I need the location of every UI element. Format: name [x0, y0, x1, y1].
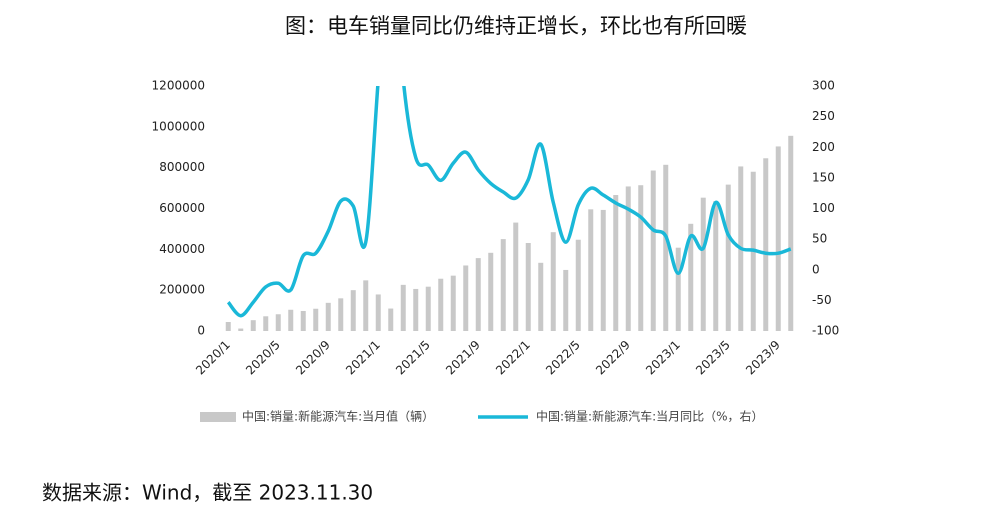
x-tick-label: 2022/1: [493, 338, 533, 378]
bar: [288, 309, 294, 331]
x-tick-label: 2020/9: [293, 338, 333, 378]
x-tick-label: 2021/1: [343, 338, 383, 378]
bar: [775, 146, 781, 331]
bar: [250, 320, 256, 331]
bar: [513, 222, 519, 331]
legend-swatch: [200, 412, 236, 422]
bar: [663, 164, 669, 331]
bar: [338, 298, 344, 331]
bar: [550, 232, 556, 331]
x-tick-label: 2023/9: [743, 338, 783, 378]
y2-tick-label: 0: [812, 262, 820, 276]
chart-title: 图：电车销量同比仍维持正增长，环比也有所回暖: [285, 14, 747, 38]
bar: [575, 239, 581, 331]
bar: [763, 158, 769, 331]
bar: [225, 322, 231, 331]
y2-tick-label: 250: [812, 109, 835, 123]
y-tick-label: 400000: [159, 242, 205, 256]
legend-label: 中国:销量:新能源汽车:当月同比（%，右）: [536, 409, 764, 424]
y-tick-label: 0: [197, 324, 205, 338]
bar: [400, 284, 406, 331]
bar: [638, 185, 644, 331]
x-tick-label: 2023/5: [693, 338, 733, 378]
y-tick-label: 600000: [159, 201, 205, 215]
bar: [438, 278, 444, 331]
x-tick-label: 2021/5: [393, 338, 433, 378]
bar: [275, 314, 281, 331]
y-tick-label: 1200000: [152, 79, 205, 93]
bar: [425, 286, 431, 331]
bar: [475, 258, 481, 331]
bar: [600, 209, 606, 331]
bar: [713, 201, 719, 331]
source-note: 数据来源：Wind，截至 2023.11.30: [42, 481, 373, 505]
bar: [675, 247, 681, 331]
y2-tick-label: 200: [812, 140, 835, 154]
bar: [588, 209, 594, 331]
bar: [700, 197, 706, 331]
bar: [488, 252, 494, 331]
bar: [688, 223, 694, 331]
y-tick-label: 200000: [159, 283, 205, 297]
y-tick-label: 800000: [159, 160, 205, 174]
x-tick-label: 2023/1: [643, 338, 683, 378]
bar: [525, 243, 531, 331]
bar: [450, 275, 456, 331]
bar: [788, 135, 794, 331]
y2-tick-label: 300: [812, 79, 835, 93]
bar: [313, 308, 319, 331]
line-group: [226, 86, 792, 318]
line: [226, 86, 792, 318]
bar: [325, 302, 331, 331]
bar: [388, 308, 394, 331]
x-tick-label: 2022/9: [593, 338, 633, 378]
bar: [350, 290, 356, 331]
bar: [500, 239, 506, 331]
y2-tick-label: 100: [812, 201, 835, 215]
bar: [363, 280, 369, 331]
bar: [413, 288, 419, 331]
y2-tick-label: 50: [812, 232, 827, 246]
bar: [463, 265, 469, 331]
x-tick-label: 2020/1: [193, 338, 233, 378]
y2-tick-label: 150: [812, 170, 835, 184]
bar: [725, 184, 731, 331]
bar: [538, 262, 544, 331]
y2-tick-label: -100: [812, 324, 839, 338]
bar: [238, 328, 244, 331]
bar: [650, 170, 656, 331]
y2-tick-label: -50: [812, 293, 832, 307]
x-tick-label: 2021/9: [443, 338, 483, 378]
bar: [375, 294, 381, 331]
bar: [625, 186, 631, 331]
bar: [613, 195, 619, 331]
x-tick-label: 2022/5: [543, 338, 583, 378]
y-tick-label: 1000000: [152, 119, 205, 133]
legend-label: 中国:销量:新能源汽车:当月值（辆）: [242, 409, 434, 424]
x-tick-label: 2020/5: [243, 338, 283, 378]
bar: [563, 269, 569, 331]
bar: [300, 310, 306, 331]
bar: [263, 316, 269, 331]
